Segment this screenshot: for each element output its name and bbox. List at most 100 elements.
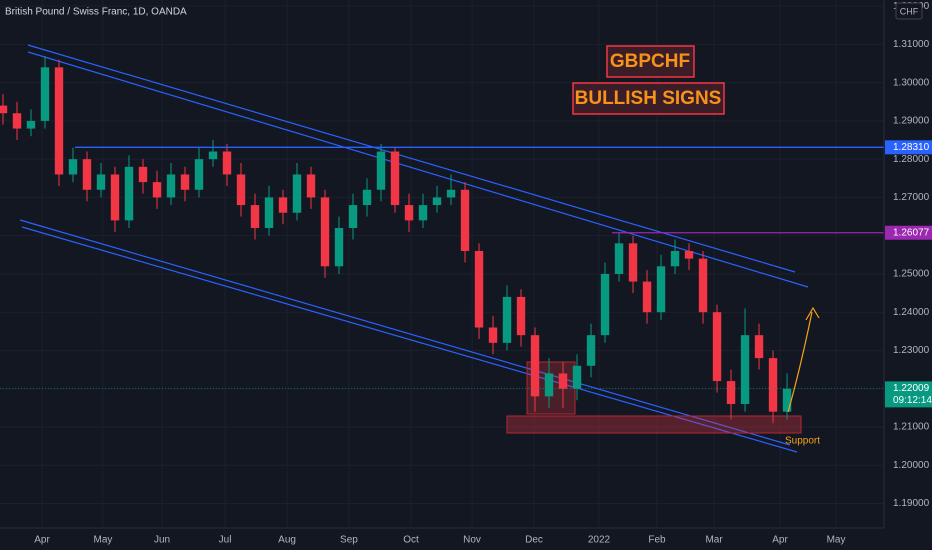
candle-body [124, 166, 134, 221]
candle-body [712, 312, 722, 382]
y-tick-label: 1.29000 [893, 116, 930, 127]
x-tick-label: Sep [340, 535, 358, 546]
candle-body [516, 296, 526, 336]
candle-body [740, 335, 750, 405]
candle-body [544, 373, 554, 397]
x-tick-label: Dec [525, 535, 543, 546]
annotation-box [606, 45, 695, 78]
candle-body [530, 335, 540, 397]
x-tick-label: Mar [705, 535, 723, 546]
candle-body [460, 189, 470, 251]
candle-body [684, 250, 694, 259]
level-label: 1.28310 [893, 142, 930, 153]
candle-body [96, 174, 106, 190]
y-tick-label: 1.28000 [893, 154, 930, 165]
candle-body [488, 327, 498, 343]
candle-body [376, 151, 386, 190]
chart-title: British Pound / Swiss Franc, 1D, OANDA [5, 7, 187, 18]
candle-body [0, 105, 8, 114]
last-price-label: 1.22009 [893, 383, 930, 394]
y-tick-label: 1.19000 [893, 498, 930, 509]
candle-body [334, 228, 344, 267]
level-label-box [885, 140, 932, 155]
candle-body [600, 273, 610, 336]
y-tick-label: 1.27000 [893, 192, 930, 203]
candle-body [782, 388, 792, 412]
candle-body [40, 67, 50, 121]
candle-body [362, 189, 372, 206]
candle-body [236, 174, 246, 206]
x-tick-label: Apr [34, 535, 50, 546]
candle-body [614, 243, 624, 274]
candle-body [768, 358, 778, 412]
candle-body [138, 166, 148, 183]
annotation: BULLISH SIGNS [575, 88, 722, 109]
x-tick-label: Apr [772, 535, 788, 546]
plot [0, 55, 884, 424]
last-price-box [885, 381, 932, 408]
x-tick-label: Oct [403, 535, 419, 546]
candle-body [26, 120, 36, 129]
candle-body [642, 281, 652, 313]
x-tick-label: Feb [648, 535, 666, 546]
candle-body [754, 335, 764, 359]
y-tick-label: 1.25000 [893, 269, 930, 280]
candle-body [656, 266, 666, 313]
level-label: 1.26077 [893, 227, 930, 238]
y-tick-label: 1.20000 [893, 460, 930, 471]
candle-body [250, 205, 260, 229]
candle-body [264, 197, 274, 229]
channel-line [19, 219, 791, 446]
currency-box[interactable] [895, 2, 923, 20]
candle-body [54, 67, 64, 175]
candle-body [82, 159, 92, 190]
y-tick-label: 1.21000 [893, 422, 930, 433]
level-label-box [885, 225, 932, 240]
candle-body [390, 151, 400, 206]
x-tick-label: May [827, 535, 846, 546]
y-tick-label: 1.23000 [893, 345, 930, 356]
channel-line [21, 226, 798, 453]
candle-body [558, 373, 568, 389]
axes: 1.190001.200001.210001.220001.230001.240… [34, 1, 932, 546]
x-tick-label: 2022 [588, 535, 611, 546]
x-tick-label: Jun [154, 535, 170, 546]
candle-body [572, 365, 582, 389]
candle-body [278, 197, 288, 213]
candle-body [306, 174, 316, 198]
candle-body [418, 205, 428, 221]
channel [19, 44, 809, 453]
candle-body [502, 296, 512, 343]
candle-body [726, 381, 736, 405]
support-label: Support [785, 436, 820, 447]
candle-body [68, 159, 78, 175]
candle-body [404, 205, 414, 221]
annotation: GBPCHF [610, 51, 690, 72]
candle-body [12, 113, 22, 129]
candle-body [446, 189, 456, 198]
candle-body [152, 182, 162, 198]
price-axis [884, 0, 932, 550]
candle-body [628, 243, 638, 282]
candle-body [698, 258, 708, 313]
candle-body [208, 151, 218, 160]
channel-line [27, 44, 796, 273]
candle-body [110, 174, 120, 221]
arrow [787, 311, 813, 413]
arrow-head [805, 306, 820, 321]
currency[interactable]: CHF [900, 6, 919, 16]
x-tick-label: Aug [278, 535, 296, 546]
candle-body [320, 197, 330, 267]
candle-body [348, 205, 358, 229]
countdown: 09:12:14 [893, 395, 932, 406]
x-tick-label: May [94, 535, 113, 546]
candle-body [586, 335, 596, 366]
candle-body [180, 174, 190, 190]
annotation-box [572, 82, 725, 115]
y-tick-label: 1.24000 [893, 307, 930, 318]
x-tick-label: Nov [463, 535, 481, 546]
grid [0, 0, 884, 528]
candle-body [166, 174, 176, 198]
x-tick-label: Jul [219, 535, 232, 546]
